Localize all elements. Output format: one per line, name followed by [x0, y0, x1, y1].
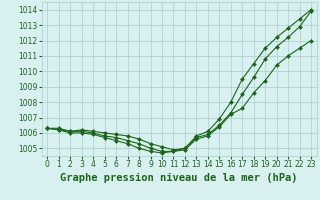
X-axis label: Graphe pression niveau de la mer (hPa): Graphe pression niveau de la mer (hPa)	[60, 173, 298, 183]
